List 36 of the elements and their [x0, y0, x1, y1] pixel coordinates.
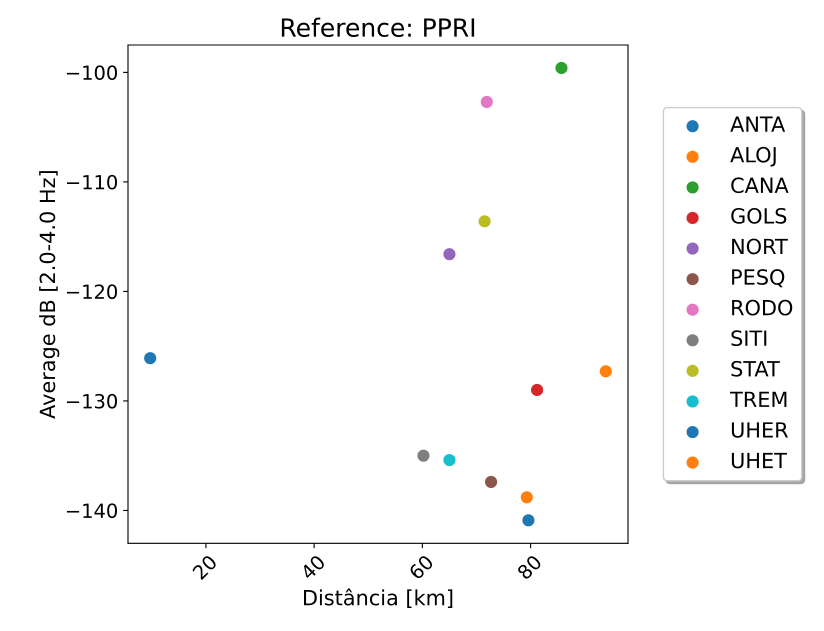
x-axis-title: Distância [km] — [304, 588, 452, 608]
point — [417, 450, 430, 462]
point — [480, 96, 493, 108]
point — [531, 384, 544, 396]
y-tick-label: −110 — [66, 174, 117, 190]
legend-label: PESQ — [732, 269, 784, 288]
point — [600, 365, 612, 378]
y-tick-label: −120 — [66, 284, 117, 300]
legend-label: UHET — [732, 452, 787, 468]
legend-label: CANA — [731, 177, 789, 194]
point — [520, 491, 533, 504]
point — [443, 248, 456, 260]
x-tick-label: 40 — [300, 554, 326, 580]
legend-label: NORT — [732, 238, 788, 254]
legend-label: ANTA — [730, 116, 786, 132]
x-tick-label: 80 — [516, 554, 542, 580]
legend-label: TREM — [730, 392, 786, 407]
point — [144, 352, 156, 364]
point — [555, 62, 568, 74]
x-tick-label: 20 — [192, 554, 218, 580]
legend-label: RODO — [732, 300, 792, 316]
y-axis-title: Average dB [2.0-4.0 Hz] — [39, 171, 60, 419]
legend-label: GOLS — [731, 208, 786, 224]
y-tick-label: −100 — [66, 65, 117, 80]
y-tick-label: −140 — [66, 503, 117, 518]
point — [522, 514, 535, 526]
legend-label: SITI — [731, 330, 766, 346]
legend-label: UHER — [732, 422, 788, 438]
x-tick-label: 60 — [408, 554, 434, 580]
legend-label: STAT — [731, 360, 780, 377]
legend-label: ALOJ — [730, 146, 776, 166]
chart-title: Reference: PPRI — [282, 18, 474, 38]
y-tick-label: −130 — [66, 394, 117, 409]
point — [478, 215, 491, 228]
point — [485, 476, 498, 488]
point — [443, 454, 456, 466]
